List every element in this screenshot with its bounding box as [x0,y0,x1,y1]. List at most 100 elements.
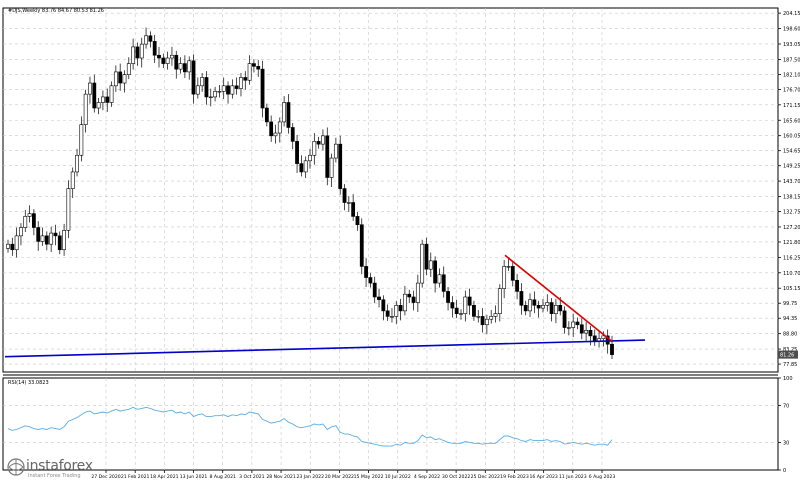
brand-name: instaforex [26,458,93,474]
price-tick-label: 154.65 [783,149,800,155]
candle [286,102,291,128]
price-tick-label: 94.35 [783,316,797,322]
candle [390,316,394,318]
time-tick-label: 4 Sep 2022 [414,474,440,480]
time-tick-label: 21 Feb 2021 [121,474,150,480]
chart-header: #DJS,Weekly 83.76 84.67 80.53 81.26 [8,8,104,14]
candle [135,46,140,59]
candle [510,266,515,281]
candle [139,43,144,59]
candle [53,232,58,237]
candle [407,293,412,298]
candle [109,85,114,103]
candle [394,305,399,317]
candle [96,102,101,109]
brand-tagline: Instant Forex Trading [28,473,81,479]
time-tick-label: 20 Mar 2022 [325,474,354,480]
candle [79,124,84,156]
price-tick-label: 99.75 [783,301,797,307]
price-tick-label: 127.20 [783,225,800,231]
candle [359,224,364,267]
candle [66,188,71,231]
time-tick-label: 6 Aug 2023 [589,474,616,480]
candle [264,107,269,123]
time-tick-label: 23 Jan 2022 [296,474,324,480]
candle [213,91,217,98]
candle [321,135,325,145]
candle [182,63,187,73]
price-tick-label: 88.80 [783,332,797,338]
candle [152,41,157,56]
time-tick-label: 10 Jul 2022 [385,474,411,480]
candle [234,85,239,89]
candle [239,77,243,89]
candle [19,227,23,237]
candle [165,57,170,64]
price-tick-label: 204.15 [783,11,800,17]
candle [191,60,196,95]
candle [579,324,584,334]
time-tick-label: 19 Feb 2023 [500,474,529,480]
candle [187,60,192,73]
time-tick-label: 3 Oct 2021 [239,474,265,480]
candle [342,188,347,203]
price-tick-label: 193.05 [783,42,800,48]
candle [316,141,321,145]
candle [554,305,558,314]
time-tick-label: 28 Nov 2021 [266,474,295,480]
candle [424,243,429,270]
candle [92,82,97,109]
candle [610,343,614,355]
candle [428,260,433,270]
support-trendline[interactable] [4,339,646,358]
candle [36,227,41,242]
candle [368,277,373,284]
candle [62,229,66,251]
price-tick-label: 182.10 [783,72,800,78]
candle [489,316,494,320]
candle [467,296,472,306]
candle [269,121,274,137]
candle [282,102,287,123]
candle [105,96,110,103]
price-tick-label: 116.25 [783,255,800,261]
resistance-trendline[interactable] [504,254,613,343]
rsi-tick-label: 0 [783,468,786,474]
candle [118,71,123,84]
candle [528,299,532,312]
candle [329,157,334,178]
candle [493,313,498,317]
rsi-tick-label: 30 [783,440,789,446]
time-tick-label: 11 Jun 2023 [559,474,587,480]
price-tick-label: 77.85 [783,362,797,368]
candle [122,74,127,84]
instaforex-logo-icon [7,458,25,476]
candle [230,85,235,95]
time-tick-label: 13 Jun 2021 [180,474,208,480]
candle [476,316,481,318]
candle [566,327,571,329]
candle [144,35,148,45]
time-tick-label: 27 Dec 2020 [91,474,120,480]
candle [113,71,118,87]
candle [437,274,442,284]
price-tick-label: 165.60 [783,118,800,124]
price-tick-label: 176.70 [783,87,800,93]
candle [295,141,299,164]
time-tick-label: 18 Apr 2021 [150,474,178,480]
price-tick-label: 143.70 [783,179,800,185]
candle [243,77,248,81]
price-tick-label: 149.25 [783,164,800,170]
candle [506,266,511,268]
time-tick-label: 30 Oct 2022 [442,474,470,480]
candle [338,143,343,189]
candle [377,296,381,301]
candle [420,243,425,284]
candle [256,66,261,70]
price-tick-label: 110.70 [783,271,800,277]
price-tick-label: 198.60 [783,27,800,33]
candle [411,296,416,303]
candle [558,305,563,312]
